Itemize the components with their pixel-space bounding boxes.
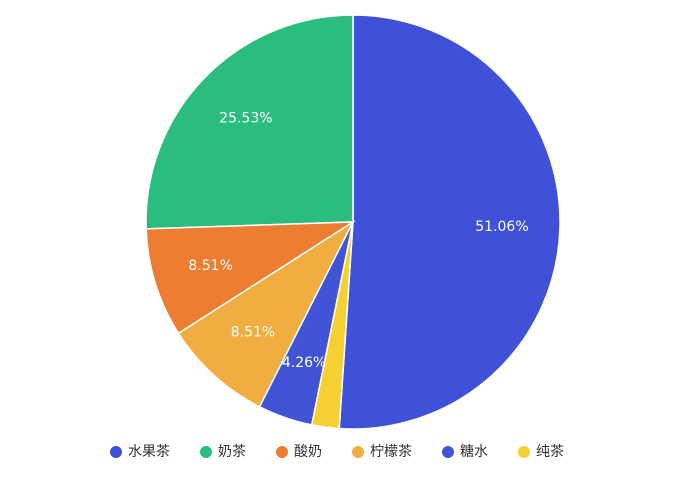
legend-marker [200,446,212,458]
slice-label: 8.51% [231,325,275,341]
legend-label: 糖水 [460,444,488,460]
legend-label: 水果茶 [128,444,170,460]
slice-label: 25.53% [219,110,272,126]
legend-label: 柠檬茶 [370,444,412,460]
legend-label: 奶茶 [218,444,246,460]
legend-marker [110,446,122,458]
pie-slice [145,14,354,230]
legend-marker [276,446,288,458]
slice-label: 51.06% [475,219,528,235]
pie-slice [338,14,561,430]
legend-label: 酸奶 [294,444,322,460]
slice-label: 4.26% [282,355,326,371]
legend-marker [442,446,454,458]
slice-label: 8.51% [188,258,232,274]
pie-slice [145,221,356,335]
pie-slice [310,221,354,430]
legend-label: 纯茶 [536,444,564,460]
legend-marker [352,446,364,458]
legend-marker [518,446,530,458]
pie-slice [177,219,355,408]
